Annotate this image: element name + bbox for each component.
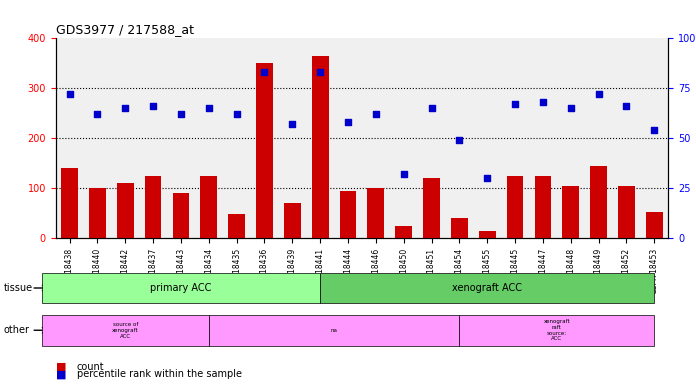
Bar — [61, 168, 78, 238]
Point — [342, 119, 354, 125]
Bar — [284, 203, 301, 238]
Text: GDS3977 / 217588_at: GDS3977 / 217588_at — [56, 23, 193, 36]
Point — [231, 111, 242, 118]
Text: tissue: tissue — [3, 283, 33, 293]
Bar — [367, 188, 384, 238]
Point — [398, 171, 409, 177]
Bar — [395, 226, 412, 238]
Point — [64, 91, 75, 98]
Point — [120, 105, 131, 111]
Point — [537, 99, 548, 105]
Bar — [423, 178, 440, 238]
Bar — [340, 190, 356, 238]
Text: primary ACC: primary ACC — [150, 283, 212, 293]
Text: ■: ■ — [56, 362, 66, 372]
Bar — [89, 188, 106, 238]
Point — [175, 111, 187, 118]
Point — [649, 127, 660, 133]
Bar — [228, 214, 245, 238]
Text: count: count — [77, 362, 104, 372]
Bar — [562, 186, 579, 238]
Bar — [145, 176, 161, 238]
Point — [315, 69, 326, 75]
Point — [259, 69, 270, 75]
Point — [287, 121, 298, 127]
Bar — [451, 218, 468, 238]
Text: percentile rank within the sample: percentile rank within the sample — [77, 369, 242, 379]
Bar — [535, 176, 551, 238]
Bar — [507, 176, 523, 238]
Point — [482, 175, 493, 181]
Point — [370, 111, 381, 118]
Point — [621, 103, 632, 109]
Bar — [590, 166, 607, 238]
Text: source of
xenograft
ACC: source of xenograft ACC — [112, 322, 139, 339]
Bar — [200, 176, 217, 238]
Point — [454, 137, 465, 143]
Point — [426, 105, 437, 111]
Point — [593, 91, 604, 98]
Text: xenograft ACC: xenograft ACC — [452, 283, 522, 293]
Point — [92, 111, 103, 118]
Bar — [479, 230, 496, 238]
Bar — [646, 212, 663, 238]
Bar — [618, 186, 635, 238]
Point — [509, 101, 521, 108]
Bar — [312, 56, 329, 238]
Text: other: other — [3, 325, 29, 335]
Bar — [173, 193, 189, 238]
Bar — [117, 183, 134, 238]
Point — [148, 103, 159, 109]
Point — [565, 105, 576, 111]
Bar — [256, 63, 273, 238]
Text: ■: ■ — [56, 369, 66, 379]
Point — [203, 105, 214, 111]
Text: xenograft
raft
source:
ACC: xenograft raft source: ACC — [544, 319, 570, 341]
Text: na: na — [331, 328, 338, 333]
